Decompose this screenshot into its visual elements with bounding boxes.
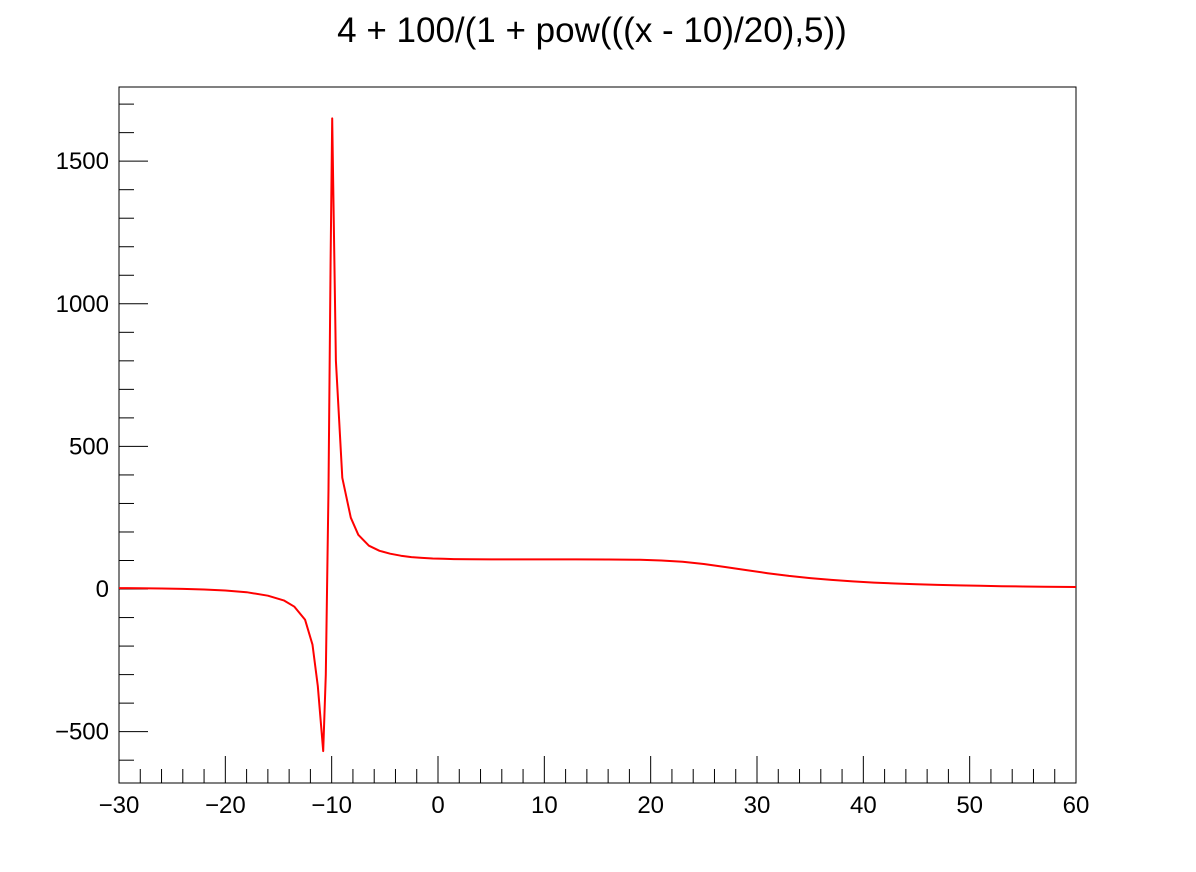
x-tick-label: −20 [205, 792, 246, 819]
y-axis-ticks [119, 103, 148, 761]
x-tick-label: −10 [311, 792, 352, 819]
x-tick-label: 30 [744, 792, 771, 819]
y-tick-label: −500 [55, 719, 109, 746]
x-axis-tick-labels: −30 −20 −10 0 10 20 30 40 50 60 [99, 792, 1090, 819]
y-axis-tick-labels: −500 0 500 1000 1500 [55, 148, 109, 745]
y-tick-label: 500 [69, 433, 109, 460]
x-tick-label: 10 [531, 792, 558, 819]
chart-title: 4 + 100/(1 + pow(((x - 10)/20),5)) [337, 11, 847, 50]
y-tick-label: 1500 [56, 148, 109, 175]
x-axis-ticks [118, 756, 1077, 783]
x-tick-label: 50 [956, 792, 983, 819]
x-tick-label: 0 [431, 792, 444, 819]
y-tick-label: 0 [96, 576, 109, 603]
x-tick-label: 40 [850, 792, 877, 819]
plot-frame [118, 86, 1077, 784]
series-group [118, 117, 1077, 753]
y-tick-label: 1000 [56, 291, 109, 318]
x-tick-label: −30 [99, 792, 140, 819]
x-tick-label: 60 [1063, 792, 1090, 819]
series-line [118, 117, 1077, 753]
x-tick-label: 20 [637, 792, 664, 819]
